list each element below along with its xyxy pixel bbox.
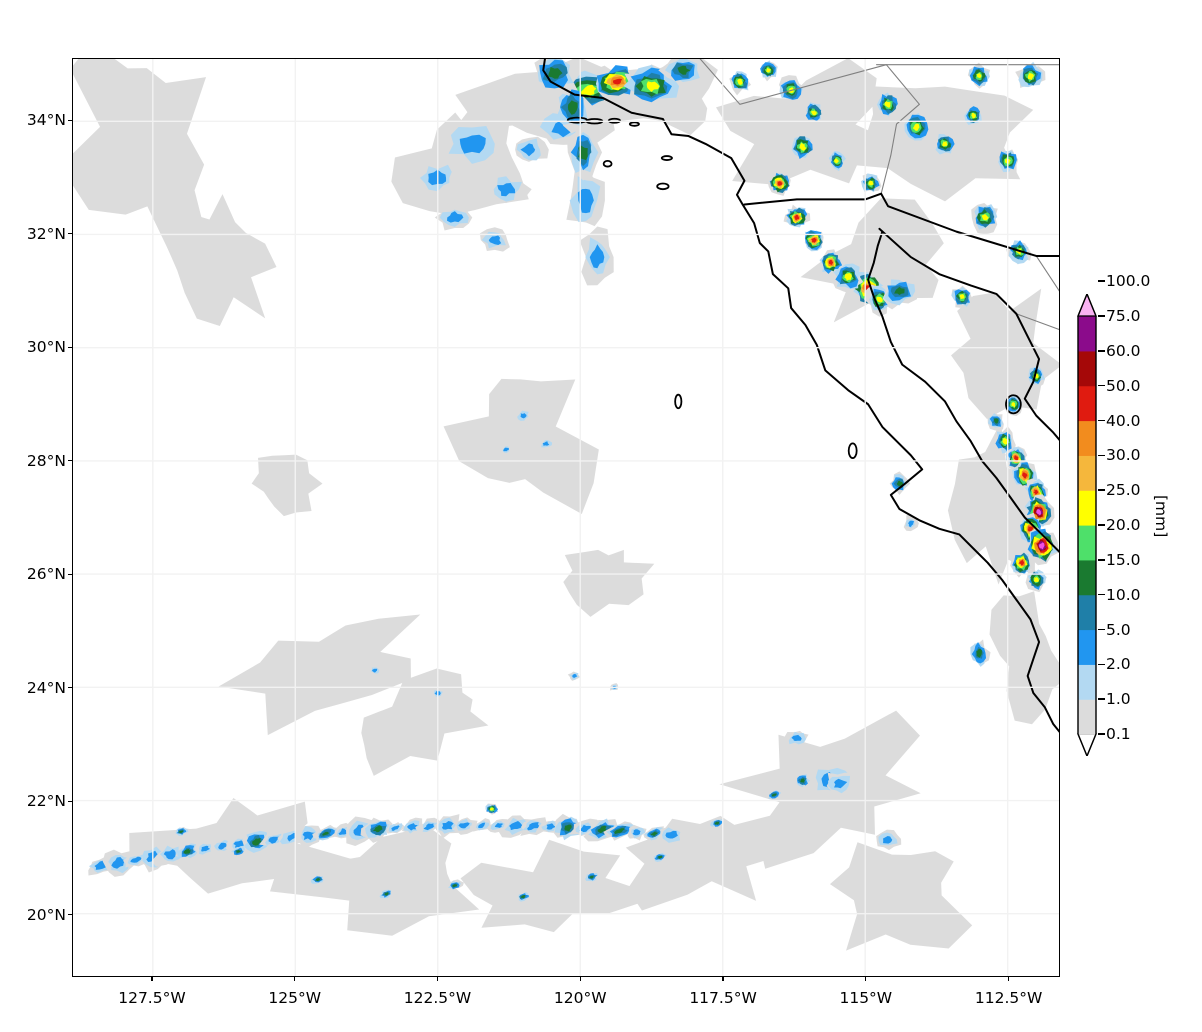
colorbar-label-30.0: 30.0 bbox=[1106, 446, 1141, 465]
xtick-label-112.5°W: 112.5°W bbox=[974, 989, 1043, 1007]
colorbar-tick bbox=[1098, 350, 1105, 352]
xtick-label-122.5°W: 122.5°W bbox=[403, 989, 472, 1007]
colorbar-tick bbox=[1098, 454, 1105, 457]
ytick-mark bbox=[68, 460, 72, 462]
colorbar-tick bbox=[1098, 663, 1105, 666]
colorbar-tick bbox=[1098, 628, 1105, 631]
colorbar-label-0.1: 0.1 bbox=[1106, 725, 1131, 743]
colorbar-axis-label: [mm] bbox=[1152, 495, 1170, 538]
colorbar-label-10.0: 10.0 bbox=[1106, 585, 1141, 604]
colorbar-tick bbox=[1098, 559, 1105, 561]
ytick-mark bbox=[68, 233, 72, 235]
xtick-mark bbox=[1008, 977, 1010, 981]
colorbar[interactable] bbox=[1076, 294, 1098, 756]
colorbar-label-50.0: 50.0 bbox=[1106, 376, 1141, 395]
precipitation-map bbox=[73, 59, 1059, 976]
colorbar-tick bbox=[1098, 733, 1105, 735]
colorbar-tick bbox=[1098, 489, 1105, 491]
ytick-label-22°N: 22°N bbox=[26, 792, 66, 811]
ytick-label-34°N: 34°N bbox=[26, 111, 66, 130]
colorbar-label-25.0: 25.0 bbox=[1106, 481, 1141, 500]
colorbar-label-100.0: 100.0 bbox=[1106, 272, 1151, 291]
colorbar-label-2.0: 2.0 bbox=[1106, 655, 1131, 674]
xtick-mark bbox=[579, 977, 581, 981]
ytick-mark bbox=[68, 687, 72, 689]
xtick-mark bbox=[151, 977, 153, 981]
ytick-mark bbox=[68, 573, 72, 575]
xtick-label-115°W: 115°W bbox=[839, 989, 893, 1007]
colorbar-label-60.0: 60.0 bbox=[1106, 341, 1141, 360]
colorbar-label-75.0: 75.0 bbox=[1106, 307, 1141, 325]
xtick-label-117.5°W: 117.5°W bbox=[689, 989, 757, 1007]
xtick-mark bbox=[865, 977, 867, 981]
colorbar-label-5.0: 5.0 bbox=[1106, 620, 1131, 639]
colorbar-label-20.0: 20.0 bbox=[1106, 516, 1141, 534]
ytick-mark bbox=[68, 913, 72, 916]
colorbar-tick bbox=[1098, 593, 1105, 596]
colorbar-label-1.0: 1.0 bbox=[1106, 690, 1131, 709]
colorbar-tick bbox=[1098, 315, 1105, 317]
ytick-mark bbox=[68, 800, 72, 802]
ytick-label-32°N: 32°N bbox=[26, 224, 66, 243]
ytick-label-30°N: 30°N bbox=[26, 338, 66, 357]
ytick-label-24°N: 24°N bbox=[26, 678, 66, 697]
xtick-mark bbox=[436, 977, 439, 981]
ytick-label-28°N: 28°N bbox=[26, 451, 66, 470]
xtick-label-127.5°W: 127.5°W bbox=[118, 989, 186, 1007]
colorbar-tick bbox=[1098, 524, 1105, 526]
xtick-label-125°W: 125°W bbox=[268, 989, 322, 1007]
colorbar-tick bbox=[1098, 419, 1105, 422]
ytick-mark bbox=[68, 119, 72, 121]
ytick-label-26°N: 26°N bbox=[26, 565, 66, 584]
map-plot-area[interactable] bbox=[72, 58, 1060, 977]
colorbar-tick bbox=[1098, 698, 1105, 700]
colorbar-tick bbox=[1098, 280, 1105, 282]
xtick-label-120°W: 120°W bbox=[553, 989, 607, 1007]
colorbar-tick bbox=[1098, 384, 1105, 387]
xtick-mark bbox=[294, 977, 296, 981]
colorbar-label-15.0: 15.0 bbox=[1106, 550, 1141, 569]
xtick-mark bbox=[722, 977, 724, 981]
colorbar-label-40.0: 40.0 bbox=[1106, 411, 1141, 430]
ytick-mark bbox=[68, 346, 72, 348]
ytick-label-20°N: 20°N bbox=[26, 905, 66, 924]
